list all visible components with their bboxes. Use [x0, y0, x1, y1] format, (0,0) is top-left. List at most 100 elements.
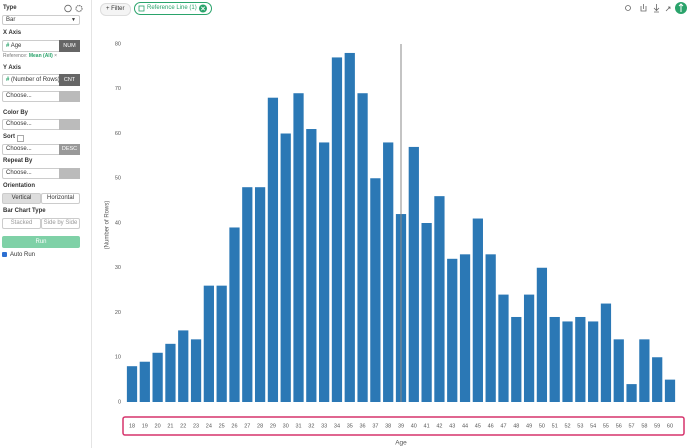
x-axis-label: Age [395, 440, 407, 447]
x-tick-label: 43 [449, 423, 455, 429]
x-tick-label: 27 [244, 423, 250, 429]
bar [434, 196, 445, 402]
x-tick-label: 39 [398, 423, 404, 429]
button[interactable] [59, 168, 80, 179]
toggle[interactable]: Stacked [2, 218, 41, 229]
highlight-box [122, 416, 685, 436]
x-tick-label: 20 [155, 423, 161, 429]
bar [267, 97, 279, 402]
bar [562, 321, 573, 402]
bar [190, 339, 202, 402]
run-button[interactable]: Run [2, 236, 80, 248]
x-tick-label: 30 [283, 423, 289, 429]
x-tick-label: 22 [180, 423, 186, 429]
bar [165, 343, 176, 402]
label: Auto Run [10, 252, 36, 258]
sort-order[interactable]: DESC [59, 144, 80, 155]
y-axis-label: (Number of Rows) [105, 201, 111, 250]
x-tick-label: 32 [308, 423, 314, 429]
x-tick-label: 56 [616, 423, 622, 429]
x-tick-label: 47 [500, 423, 506, 429]
x-tick-label: 31 [295, 423, 301, 429]
bar [664, 379, 676, 402]
x-tick-label: 19 [142, 423, 148, 429]
bar [498, 294, 509, 402]
label: X Axis [3, 30, 22, 36]
x-tick-label: 58 [641, 423, 647, 429]
x-tick-label: 52 [564, 423, 570, 429]
button[interactable] [59, 91, 80, 102]
bar [139, 361, 150, 402]
bar [459, 254, 471, 402]
bar [408, 146, 419, 402]
y-tick-label: 0 [118, 399, 121, 405]
bar [383, 142, 394, 402]
x-tick-label: 38 [385, 423, 391, 429]
select-value: Choose... [6, 146, 32, 152]
x-tick-label: 45 [475, 423, 481, 429]
label: Orientation [3, 183, 36, 189]
x-tick-label: 25 [219, 423, 225, 429]
toolbar-icons[interactable] [620, 0, 690, 18]
chip-icons [138, 4, 207, 13]
y-tick-label: 80 [115, 41, 121, 47]
bar [152, 352, 163, 402]
y-tick-label: 30 [115, 265, 121, 271]
label: Sort [3, 134, 15, 140]
bar [203, 285, 214, 402]
bar [280, 133, 291, 402]
bar [242, 187, 253, 402]
bar [254, 187, 266, 402]
ref-remove[interactable]: × [54, 53, 58, 59]
sidebar: Type Bar ▼ X Axis # Age NUM Reference: Me… [0, 0, 92, 448]
toggle[interactable]: Vertical [2, 193, 41, 204]
x-tick-label: 36 [360, 423, 366, 429]
bar [613, 339, 624, 402]
toggle[interactable]: Horizontal [41, 193, 80, 204]
x-tick-label: 44 [462, 423, 468, 429]
bar [178, 330, 189, 402]
icons [64, 4, 83, 13]
button[interactable] [59, 119, 80, 130]
bar [421, 223, 432, 402]
label: Bar Chart Type [3, 208, 46, 214]
select-value: Choose... [6, 93, 32, 99]
x-tick-label: 53 [577, 423, 583, 429]
x-tick-label: 37 [372, 423, 378, 429]
checkbox[interactable] [2, 252, 7, 257]
x-tick-label: 49 [526, 423, 532, 429]
x-tick-label: 50 [539, 423, 545, 429]
type-select[interactable]: Bar ▼ [2, 15, 80, 25]
reference-chip[interactable]: Reference Line (1) [134, 2, 212, 15]
x-tick-label: 46 [488, 423, 494, 429]
kind: CNT [59, 74, 80, 86]
label: Y Axis [3, 65, 22, 71]
x-tick-label: 28 [257, 423, 263, 429]
x-tick-label: 57 [629, 423, 635, 429]
ref-prefix: Reference: [3, 53, 28, 59]
bar [216, 285, 227, 402]
x-tick-label: 33 [321, 423, 327, 429]
field: Age [10, 43, 22, 49]
select-value: Choose... [6, 170, 32, 176]
filter-button[interactable]: + Filter [100, 3, 131, 16]
bar [126, 366, 138, 402]
x-tick-label: 34 [334, 423, 340, 429]
bar [511, 316, 522, 402]
field: (Number of Rows) [11, 77, 60, 83]
bar [549, 316, 560, 402]
ref-value[interactable]: Mean (All) [28, 53, 53, 59]
toggle[interactable]: Side by Side [41, 218, 80, 229]
x-tick-label: 55 [603, 423, 609, 429]
x-tick-label: 35 [347, 423, 353, 429]
bar [447, 258, 458, 402]
bar [357, 93, 368, 402]
y-tick-label: 10 [115, 355, 121, 361]
bar [306, 129, 317, 402]
checkbox[interactable] [17, 135, 24, 142]
x-tick-label: 41 [424, 423, 430, 429]
bar [472, 218, 483, 402]
select-value: Bar [6, 17, 16, 23]
x-tick-label: 48 [513, 423, 519, 429]
bar [344, 52, 355, 402]
